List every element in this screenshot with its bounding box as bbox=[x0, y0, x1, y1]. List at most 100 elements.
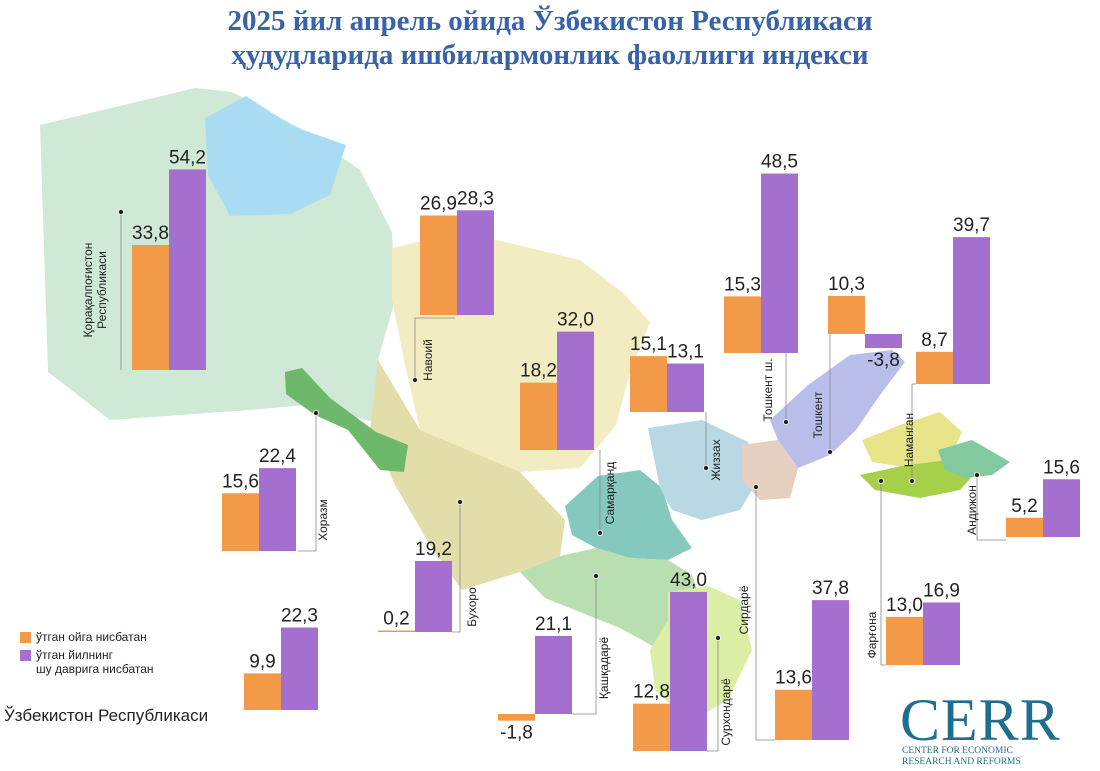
month-value-label: 5,2 bbox=[1011, 496, 1037, 517]
month-value-label: 9,9 bbox=[249, 651, 275, 672]
year-value-label: 39,7 bbox=[953, 215, 990, 236]
region-shape-tashkent bbox=[770, 350, 905, 468]
region-bars-ўзбекистон-республикаси: 9,9 22,3 bbox=[244, 605, 318, 710]
year-bar bbox=[259, 468, 296, 551]
year-value-label: 43,0 bbox=[670, 570, 707, 591]
aral-sea-shape bbox=[205, 96, 346, 216]
region-label-тошкент-ш: Тошкент ш. bbox=[761, 358, 775, 421]
region-bars-тошкент-ш: 15,3 48,5 bbox=[724, 152, 798, 353]
legend-label-year: ўтган йилнинг шу даврига нисбатан bbox=[36, 648, 154, 676]
month-bar bbox=[498, 714, 535, 721]
month-value-label: 13,0 bbox=[886, 595, 923, 616]
region-label-андижон: Андижон bbox=[965, 485, 979, 535]
region-shape-kashkadarya bbox=[520, 548, 705, 650]
year-bar bbox=[557, 331, 594, 450]
region-shape-bukhara bbox=[370, 360, 565, 590]
year-bar bbox=[1043, 479, 1080, 537]
month-bar bbox=[724, 296, 761, 353]
month-value-label: 13,6 bbox=[775, 668, 812, 689]
year-bar bbox=[281, 627, 318, 710]
month-value-label: 10,3 bbox=[828, 274, 865, 295]
region-label-навоий: Навоий bbox=[421, 339, 435, 381]
region-marker bbox=[827, 448, 834, 455]
region-marker bbox=[597, 530, 604, 537]
year-value-label: -3,8 bbox=[867, 350, 900, 371]
legend: ўтган ойга нисбатан ўтган йилнинг шу дав… bbox=[20, 630, 154, 680]
region-bars-навоий: 26,9 28,3 bbox=[420, 188, 494, 315]
logo-sub-line2: RESEARCH AND REFORMS bbox=[902, 757, 1021, 767]
month-value-label: 26,9 bbox=[420, 193, 457, 214]
month-value-label: 8,7 bbox=[921, 330, 947, 351]
region-marker bbox=[456, 498, 463, 505]
month-bar bbox=[378, 630, 415, 632]
leader-line bbox=[976, 475, 1006, 541]
legend-swatch-month bbox=[20, 632, 31, 643]
year-bar bbox=[169, 169, 206, 370]
region-bars-тошкент: 10,3 -3,8 bbox=[828, 274, 902, 371]
region-bars-қорақалпоғистон-республикаси: 33,8 54,2 bbox=[132, 147, 206, 370]
month-bar bbox=[633, 703, 670, 751]
leader-line bbox=[880, 481, 886, 666]
uzbekistan-map bbox=[40, 88, 1010, 722]
region-bars-хоразм: 15,622,4 bbox=[222, 446, 296, 551]
region-bars-жиззах: 15,1 13,1 bbox=[630, 334, 704, 412]
region-marker bbox=[753, 483, 760, 490]
leader-line bbox=[298, 413, 317, 552]
month-value-label: 0,2 bbox=[383, 609, 409, 630]
month-bar bbox=[916, 351, 953, 384]
region-shape-jizzakh bbox=[648, 420, 758, 520]
region-marker bbox=[312, 409, 319, 416]
region-marker bbox=[703, 464, 710, 471]
leader-line bbox=[572, 576, 597, 715]
region-marker bbox=[783, 418, 790, 425]
year-bar bbox=[667, 363, 704, 412]
month-bar bbox=[828, 295, 865, 334]
region-bars-қашқадарё: -1,8 21,1 bbox=[498, 614, 572, 744]
legend-item-month: ўтган ойга нисбатан bbox=[20, 630, 154, 644]
month-bar bbox=[222, 493, 259, 551]
legend-swatch-year bbox=[20, 650, 31, 661]
month-value-label: 18,2 bbox=[520, 361, 557, 382]
title-line-2: ҳудудларида ишбилармонлик фаоллиги индек… bbox=[231, 39, 869, 71]
year-value-label: 54,2 bbox=[169, 147, 206, 168]
national-label: Ўзбекистон Республикаси bbox=[4, 706, 209, 725]
bars: 33,854,226,9 28,315,622,40,219,218,232,01… bbox=[132, 147, 1080, 751]
region-marker bbox=[593, 573, 600, 580]
region-label-бухоро: Бухоро bbox=[465, 587, 479, 627]
region-bars-сирдарё: 13,6 37,8 bbox=[775, 578, 849, 740]
legend-label-year-line1: ўтган йилнинг bbox=[36, 648, 113, 662]
leader-line bbox=[452, 502, 461, 633]
month-bar bbox=[244, 673, 281, 710]
month-value-label: -1,8 bbox=[500, 723, 533, 744]
region-shape-khorezm bbox=[285, 368, 408, 472]
region-label-қорақалпоғистон-республикаси: ҚорақалпоғистонРеспубликаси bbox=[81, 243, 109, 338]
legend-label-month: ўтган ойга нисбатан bbox=[36, 630, 147, 644]
logo-subtitle: CENTER FOR ECONOMIC RESEARCH AND REFORMS bbox=[902, 746, 1021, 768]
year-bar bbox=[415, 560, 452, 632]
year-value-label: 21,1 bbox=[535, 614, 572, 635]
cerr-logo: CERR CENTER FOR ECONOMIC RESEARCH AND RE… bbox=[900, 690, 1100, 770]
year-value-label: 13,1 bbox=[667, 342, 704, 363]
year-value-label: 22,4 bbox=[259, 446, 296, 467]
month-bar bbox=[520, 382, 557, 450]
region-marker bbox=[878, 477, 885, 484]
legend-label-year-line2: шу даврига нисбатан bbox=[36, 662, 154, 676]
year-value-label: 19,2 bbox=[415, 539, 452, 560]
region-shape-samarkand bbox=[565, 470, 692, 560]
leader-line bbox=[707, 638, 719, 752]
leader-line bbox=[911, 383, 916, 481]
year-bar bbox=[761, 173, 798, 353]
title-line-1: 2025 йил апрель ойида Ўзбекистон Республ… bbox=[227, 5, 873, 37]
region-label-сурхондарё: Сурхондарё bbox=[719, 678, 733, 746]
month-bar bbox=[775, 689, 812, 740]
region-shape-andijan bbox=[938, 440, 1010, 478]
year-value-label: 16,9 bbox=[923, 580, 960, 601]
year-value-label: 22,3 bbox=[281, 605, 318, 626]
region-marker bbox=[715, 635, 722, 642]
leader-line bbox=[414, 317, 455, 380]
month-bar bbox=[630, 356, 667, 412]
year-bar bbox=[865, 334, 902, 349]
region-label-қашқадарё: Қашқадарё bbox=[597, 637, 611, 700]
month-value-label: 15,3 bbox=[724, 274, 761, 295]
region-label-самарқанд: Самарқанд bbox=[603, 462, 617, 525]
